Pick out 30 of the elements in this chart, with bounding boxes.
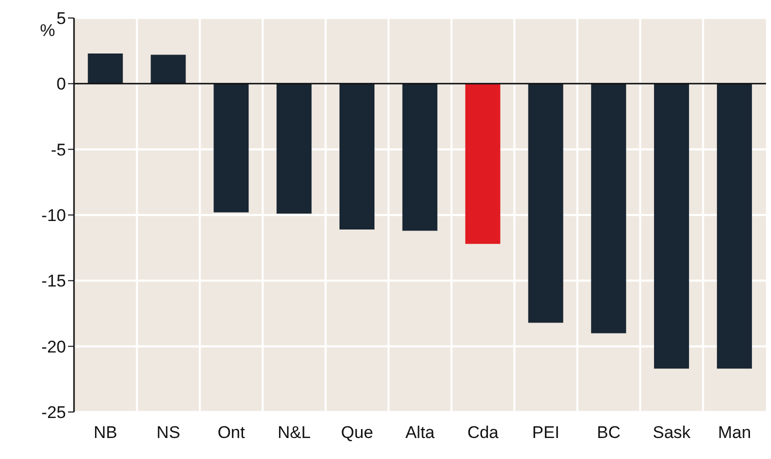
bar: [654, 84, 690, 369]
bar: [591, 84, 626, 334]
bar: [150, 54, 186, 84]
y-axis-title: %: [40, 21, 56, 40]
x-tick-label: Alta: [405, 423, 436, 442]
bar: [88, 53, 123, 84]
x-tick-label: BC: [596, 423, 621, 442]
bar: [214, 84, 249, 212]
bar: [716, 84, 752, 369]
y-tick-label: 0: [56, 74, 66, 94]
y-tick-label: -5: [50, 140, 66, 160]
y-tick-label: -20: [41, 337, 66, 356]
x-tick-label: PEI: [532, 423, 560, 442]
x-tick-label: Que: [341, 423, 374, 442]
x-tick-label: Cda: [467, 423, 500, 442]
y-tick-label: -15: [41, 272, 66, 291]
y-tick-label: 5: [56, 9, 66, 28]
bar: [402, 84, 438, 231]
bar: [339, 84, 374, 230]
y-tick-label: -25: [41, 403, 66, 422]
x-tick-label: NB: [94, 423, 118, 442]
x-tick-label: N&L: [278, 423, 311, 442]
x-tick-label: Man: [718, 423, 752, 442]
bar: [465, 84, 500, 244]
bar: [528, 84, 564, 323]
x-tick-label: Sask: [652, 423, 692, 442]
x-tick-label: NS: [156, 423, 180, 442]
x-tick-label: Ont: [218, 423, 246, 442]
y-tick-label: -10: [41, 206, 66, 226]
bar: [276, 84, 312, 214]
